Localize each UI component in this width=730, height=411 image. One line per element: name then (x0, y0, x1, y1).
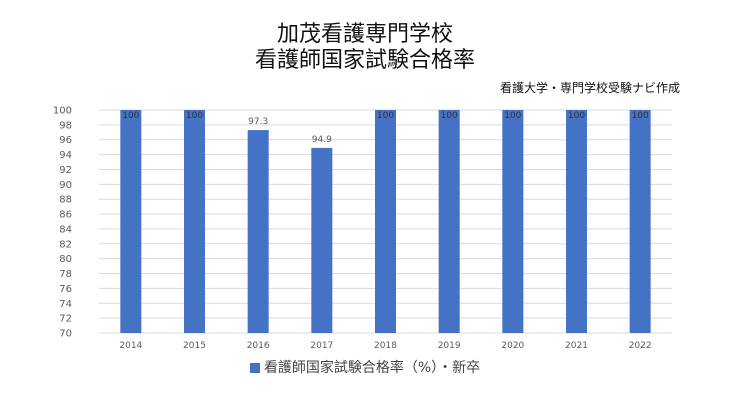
bar (247, 130, 269, 333)
bar (629, 110, 651, 333)
source-note: 看護大学・専門学校受験ナビ作成 (499, 81, 680, 95)
bar (502, 110, 524, 333)
data-label: 100 (441, 111, 458, 121)
bar (566, 110, 587, 333)
y-tick-label: 82 (59, 239, 72, 250)
data-label: 100 (122, 111, 139, 121)
y-tick-label: 88 (59, 195, 72, 206)
data-label: 100 (504, 111, 521, 121)
y-tick-label: 100 (53, 106, 72, 117)
data-label: 100 (186, 111, 203, 121)
y-tick-label: 76 (59, 284, 72, 295)
legend-swatch (249, 363, 260, 373)
y-tick-label: 86 (59, 210, 72, 221)
bar (120, 110, 142, 333)
chart-title-line2: 看護師国家試験合格率 (254, 48, 475, 73)
bar (184, 110, 205, 333)
y-tick-label: 84 (59, 224, 72, 235)
legend: 看護師国家試験合格率（%）・新卒 (0, 357, 730, 377)
legend-label: 看護師国家試験合格率（%）・新卒 (263, 360, 481, 376)
y-tick-label: 98 (59, 120, 72, 131)
data-label: 100 (377, 111, 394, 121)
bar (311, 147, 333, 333)
data-label: 100 (568, 111, 585, 121)
bar (438, 110, 460, 333)
data-label: 100 (632, 111, 649, 121)
x-tick-label: 2016 (247, 341, 270, 351)
bar (375, 110, 396, 333)
y-tick-label: 72 (59, 314, 72, 325)
x-tick-label: 2020 (501, 341, 524, 351)
y-tick-label: 96 (59, 135, 72, 146)
data-label: 97.3 (248, 117, 268, 127)
chart-title-line1: 加茂看護専門学校 (276, 22, 453, 47)
y-tick-label: 70 (59, 329, 72, 340)
y-tick-label: 80 (59, 254, 72, 265)
y-tick-label: 78 (59, 269, 72, 280)
y-tick-label: 92 (59, 165, 72, 176)
data-label: 94.9 (312, 135, 332, 145)
x-tick-label: 2022 (629, 341, 652, 351)
x-tick-label: 2018 (374, 341, 397, 351)
x-tick-label: 2021 (565, 341, 588, 351)
x-tick-label: 2019 (438, 341, 461, 351)
y-tick-label: 94 (59, 150, 72, 161)
x-tick-label: 2015 (183, 341, 206, 351)
y-tick-label: 90 (59, 180, 72, 191)
y-tick-label: 74 (59, 299, 72, 310)
x-tick-label: 2017 (310, 341, 333, 351)
x-tick-label: 2014 (119, 341, 142, 351)
